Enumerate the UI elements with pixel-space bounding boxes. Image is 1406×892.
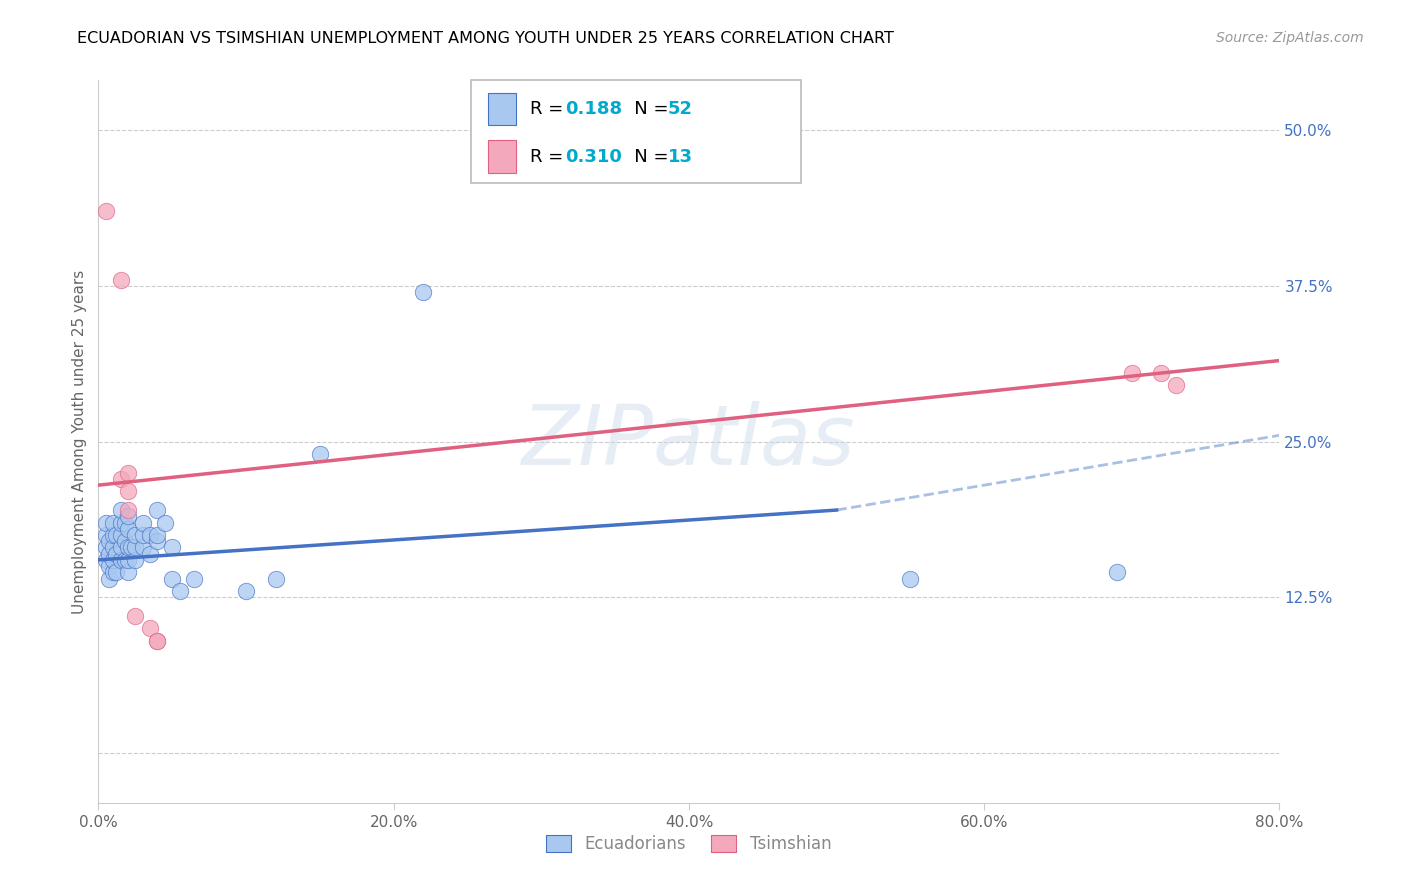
- Point: [97, 534, 120, 549]
- Point: [264, 572, 287, 586]
- Point: [1150, 366, 1173, 380]
- Point: [105, 566, 128, 580]
- Point: [124, 541, 146, 555]
- Text: ZIPatlas: ZIPatlas: [522, 401, 856, 482]
- Text: N =: N =: [617, 147, 675, 166]
- Point: [900, 572, 922, 586]
- Point: [162, 541, 183, 555]
- Point: [1107, 566, 1129, 580]
- Y-axis label: Unemployment Among Youth under 25 years: Unemployment Among Youth under 25 years: [72, 269, 87, 614]
- Point: [153, 516, 176, 530]
- Point: [110, 272, 132, 286]
- Point: [97, 547, 120, 561]
- Point: [117, 553, 139, 567]
- Point: [124, 553, 146, 567]
- Point: [412, 285, 434, 299]
- Point: [124, 528, 146, 542]
- Point: [110, 503, 132, 517]
- Point: [117, 503, 139, 517]
- Point: [110, 553, 132, 567]
- Point: [110, 541, 132, 555]
- Point: [117, 566, 139, 580]
- Point: [132, 528, 155, 542]
- Point: [146, 633, 169, 648]
- Point: [169, 584, 191, 599]
- Point: [94, 528, 117, 542]
- Text: 13: 13: [668, 147, 693, 166]
- Text: Source: ZipAtlas.com: Source: ZipAtlas.com: [1216, 31, 1364, 45]
- Point: [94, 541, 117, 555]
- Point: [94, 553, 117, 567]
- Point: [139, 528, 162, 542]
- Point: [103, 553, 125, 567]
- Point: [97, 572, 120, 586]
- Point: [146, 534, 169, 549]
- Point: [309, 447, 332, 461]
- Point: [162, 572, 183, 586]
- Point: [120, 541, 142, 555]
- Point: [117, 541, 139, 555]
- Text: N =: N =: [617, 101, 675, 119]
- Text: R =: R =: [530, 101, 569, 119]
- Point: [146, 633, 169, 648]
- Point: [94, 516, 117, 530]
- Point: [114, 553, 136, 567]
- Point: [132, 516, 155, 530]
- Text: ECUADORIAN VS TSIMSHIAN UNEMPLOYMENT AMONG YOUTH UNDER 25 YEARS CORRELATION CHAR: ECUADORIAN VS TSIMSHIAN UNEMPLOYMENT AMO…: [77, 31, 894, 46]
- Point: [110, 528, 132, 542]
- Point: [105, 528, 128, 542]
- Point: [235, 584, 257, 599]
- Point: [1121, 366, 1143, 380]
- Point: [114, 534, 136, 549]
- Text: R =: R =: [530, 147, 569, 166]
- Point: [105, 547, 128, 561]
- Point: [103, 528, 125, 542]
- Point: [139, 547, 162, 561]
- Point: [183, 572, 205, 586]
- Point: [146, 503, 169, 517]
- Text: 0.188: 0.188: [565, 101, 623, 119]
- Point: [117, 522, 139, 536]
- Point: [124, 609, 146, 624]
- Text: 52: 52: [668, 101, 693, 119]
- Point: [117, 509, 139, 524]
- Text: 0.310: 0.310: [565, 147, 621, 166]
- Point: [103, 566, 125, 580]
- Point: [1166, 378, 1188, 392]
- Point: [132, 541, 155, 555]
- Legend: Ecuadorians, Tsimshian: Ecuadorians, Tsimshian: [540, 828, 838, 860]
- Point: [110, 516, 132, 530]
- Point: [117, 466, 139, 480]
- Point: [103, 541, 125, 555]
- Point: [94, 204, 117, 219]
- Point: [97, 559, 120, 574]
- Point: [117, 484, 139, 499]
- Point: [139, 621, 162, 635]
- Point: [103, 516, 125, 530]
- Point: [110, 472, 132, 486]
- Point: [146, 528, 169, 542]
- Point: [114, 516, 136, 530]
